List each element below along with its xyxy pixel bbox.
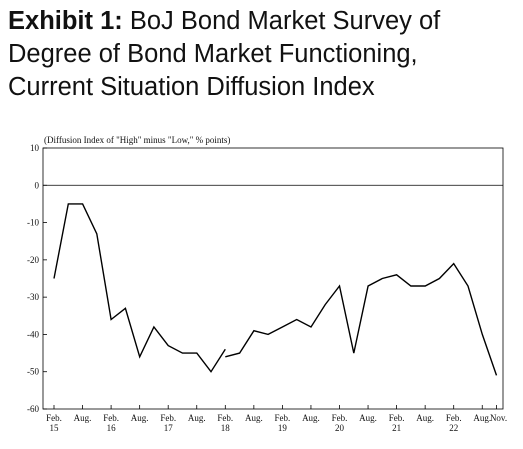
y-tick-label: 0 <box>35 180 40 190</box>
x-tick-label: Aug. <box>74 413 92 423</box>
y-axis: 10 0 -10 -20 -30 -40 -50 -60 <box>27 143 47 414</box>
x-tick-label: Nov. <box>490 413 507 423</box>
x-tick-year: 19 <box>278 423 288 433</box>
x-tick-label: Feb. <box>103 413 119 423</box>
x-tick-year: 18 <box>221 423 231 433</box>
y-tick-label: -30 <box>27 292 39 302</box>
x-tick-year: 16 <box>107 423 117 433</box>
y-tick-label: -20 <box>27 255 39 265</box>
x-tick-year: 21 <box>392 423 401 433</box>
x-tick-label: Feb. <box>275 413 291 423</box>
x-tick-label: Aug. <box>245 413 263 423</box>
chart-title: Exhibit 1: BoJ Bond Market Survey of Deg… <box>8 5 518 104</box>
y-tick-label: -10 <box>27 218 39 228</box>
exhibit-label: Exhibit 1: <box>8 7 123 35</box>
x-tick-label: Aug. <box>359 413 377 423</box>
x-tick-label: Aug. <box>473 413 491 423</box>
x-tick-label: Aug. <box>131 413 149 423</box>
series-line-segment <box>225 262 498 376</box>
x-tick-label: Aug. <box>302 413 320 423</box>
title-line-2: Degree of Bond Market Functioning, <box>8 40 418 68</box>
x-tick-year: 15 <box>50 423 60 433</box>
title-line-3: Current Situation Diffusion Index <box>8 73 375 101</box>
x-tick-label: Feb. <box>332 413 348 423</box>
y-axis-label: (Diffusion Index of "High" minus "Low," … <box>44 135 230 145</box>
y-tick-label: -60 <box>27 404 39 414</box>
plot-frame <box>42 147 504 410</box>
x-tick-label: Feb. <box>446 413 462 423</box>
x-tick-label: Aug. <box>188 413 206 423</box>
series-lines <box>53 203 498 376</box>
x-tick-label: Aug. <box>416 413 434 423</box>
x-tick-year: 20 <box>335 423 345 433</box>
x-tick-label: Feb. <box>46 413 62 423</box>
x-tick-label: Feb. <box>389 413 405 423</box>
series-line-segment <box>53 203 226 373</box>
title-line-1: BoJ Bond Market Survey of <box>129 7 441 35</box>
x-tick-label: Feb. <box>160 413 176 423</box>
x-tick-year: 17 <box>164 423 174 433</box>
y-tick-label: -50 <box>27 367 39 377</box>
y-tick-label: -40 <box>27 329 39 339</box>
x-tick-year: 22 <box>449 423 458 433</box>
x-tick-label: Feb. <box>217 413 233 423</box>
y-tick-label: 10 <box>30 143 40 153</box>
